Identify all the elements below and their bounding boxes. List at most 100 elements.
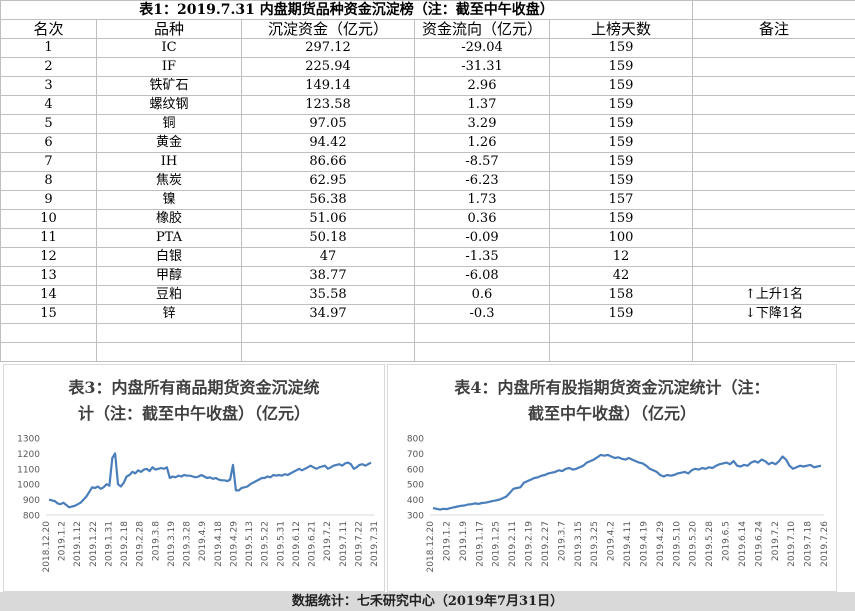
- funds-cell: 47: [241, 247, 415, 267]
- funds-cell: 62.95: [241, 171, 415, 191]
- variety-cell: 豆粕: [96, 285, 242, 305]
- remark-cell: [692, 190, 855, 210]
- x-tick-label: 2018.12.20: [42, 521, 52, 573]
- flow-cell: -8.57: [414, 152, 550, 172]
- rank-cell: 13: [0, 266, 97, 286]
- days-cell: 157: [548, 190, 694, 210]
- flow-cell: 1.26: [414, 133, 550, 153]
- y-tick-label: 300: [407, 512, 424, 522]
- remark-cell: [692, 152, 855, 172]
- remark-cell: [692, 133, 855, 153]
- y-tick-label: 1300: [17, 435, 40, 445]
- remark-text: 上升1名: [755, 287, 804, 302]
- variety-cell: 甲醇: [96, 266, 242, 286]
- table-row: 5 铜 97.05 3.29 159: [0, 114, 855, 134]
- header-days: 上榜天数: [548, 19, 694, 39]
- empty-cell: [96, 342, 242, 362]
- header-remark: 备注: [692, 19, 855, 39]
- x-tick-label: 2019.7.2: [771, 521, 781, 561]
- x-tick-label: 2019.5.20: [689, 521, 699, 567]
- commodity-chart-title-line1: 表3：内盘所有商品期货资金沉淀统: [68, 378, 320, 397]
- x-tick-label: 2019.4.29: [229, 521, 239, 567]
- funds-cell: 94.42: [241, 133, 415, 153]
- flow-cell: -1.35: [414, 247, 550, 267]
- x-tick-label: 2019.5.22: [261, 521, 271, 567]
- remark-cell: [692, 209, 855, 229]
- x-tick-label: 2018.12.20: [426, 521, 436, 573]
- x-tick-label: 2019.1.12: [73, 521, 83, 567]
- days-cell: 159: [548, 133, 694, 153]
- header-flow: 资金流向（亿元）: [414, 19, 550, 39]
- table-row: 15 锌 34.97 -0.3 159 ↓下降1名: [0, 304, 855, 324]
- days-cell: 159: [548, 209, 694, 229]
- y-tick-label: 1000: [17, 481, 40, 491]
- days-cell: 159: [548, 114, 694, 134]
- y-tick-label: 400: [407, 496, 424, 506]
- empty-cell: [0, 342, 97, 362]
- x-tick-label: 2019.4.29: [656, 521, 666, 567]
- x-tick-label: 2019.1.2: [58, 521, 68, 561]
- x-tick-label: 2019.5.28: [705, 521, 715, 567]
- table-title-blank: [692, 0, 855, 20]
- x-tick-label: 2019.1.2: [442, 521, 452, 561]
- index-line-chart: 300 400 500 600 700 800 2018.12.20 2019.1.2 2019…: [407, 435, 830, 573]
- remark-cell: [692, 95, 855, 115]
- funds-cell: 86.66: [241, 152, 415, 172]
- y-tick-label: 1200: [17, 450, 40, 460]
- empty-cell: [414, 323, 550, 343]
- x-tick-label: 2019.6.12: [292, 521, 302, 567]
- empty-row: [0, 323, 855, 343]
- days-cell: 100: [548, 228, 694, 248]
- table-row: 6 黄金 94.42 1.26 159: [0, 133, 855, 153]
- table-title-row: 表1：2019.7.31 内盘期货品种资金沉淀榜（注：截至中午收盘）: [0, 0, 855, 20]
- x-tick-label: 2019.5.31: [276, 521, 286, 567]
- table-header-row: 名次 品种 沉淀资金（亿元） 资金流向（亿元） 上榜天数 备注: [0, 19, 855, 39]
- commodity-chart-title: 表3：内盘所有商品期货资金沉淀统 计（注：截至中午收盘）（亿元）: [4, 375, 384, 427]
- x-tick-label: 2019.7.2: [323, 521, 333, 561]
- x-tick-label: 2019.4.11: [623, 521, 633, 567]
- table-title: 表1：2019.7.31 内盘期货品种资金沉淀榜（注：截至中午收盘）: [0, 0, 694, 20]
- x-tick-label: 2019.4.9: [198, 521, 208, 561]
- y-tick-label: 800: [407, 435, 424, 445]
- x-tick-label: 2019.3.28: [183, 521, 193, 567]
- ranking-table: 表1：2019.7.31 内盘期货品种资金沉淀榜（注：截至中午收盘） 名次 品种…: [0, 0, 855, 362]
- y-tick-label: 600: [407, 465, 424, 475]
- rank-cell: 2: [0, 57, 97, 77]
- flow-cell: 0.36: [414, 209, 550, 229]
- days-cell: 159: [548, 304, 694, 324]
- x-tick-label: 2019.2.18: [120, 521, 130, 567]
- empty-row: [0, 342, 855, 362]
- variety-cell: IC: [96, 38, 242, 58]
- remark-cell: [692, 171, 855, 191]
- funds-cell: 97.05: [241, 114, 415, 134]
- table-row: 3 铁矿石 149.14 2.96 159: [0, 76, 855, 96]
- table-row: 11 PTA 50.18 -0.09 100: [0, 228, 855, 248]
- flow-cell: 1.73: [414, 190, 550, 210]
- funds-cell: 149.14: [241, 76, 415, 96]
- variety-cell: 白银: [96, 247, 242, 267]
- funds-cell: 123.58: [241, 95, 415, 115]
- table-row: 8 焦炭 62.95 -6.23 159: [0, 171, 855, 191]
- variety-cell: 铜: [96, 114, 242, 134]
- y-tick-label: 1100: [17, 465, 40, 475]
- x-tick-label: 2019.6.5: [722, 521, 732, 561]
- table-row: 4 螺纹钢 123.58 1.37 159: [0, 95, 855, 115]
- variety-cell: IH: [96, 152, 242, 172]
- header-variety: 品种: [96, 19, 242, 39]
- series-line: [432, 453, 822, 511]
- index-chart-title: 表4：内盘所有股指期货资金沉淀统计（注： 截至中午收盘）（亿元）: [388, 375, 836, 427]
- variety-cell: 锌: [96, 304, 242, 324]
- table-row: 12 白银 47 -1.35 12: [0, 247, 855, 267]
- rank-cell: 7: [0, 152, 97, 172]
- variety-cell: 螺纹钢: [96, 95, 242, 115]
- flow-cell: -6.23: [414, 171, 550, 191]
- rank-cell: 11: [0, 228, 97, 248]
- x-tick-label: 2019.1.25: [492, 521, 502, 567]
- x-tick-label: 2019.7.11: [339, 521, 349, 567]
- flow-cell: -29.04: [414, 38, 550, 58]
- header-rank: 名次: [0, 19, 97, 39]
- days-cell: 42: [548, 266, 694, 286]
- x-tick-label: 2019.6.24: [754, 521, 764, 567]
- x-tick-label: 2019.4.18: [214, 521, 224, 567]
- x-tick-label: 2019.5.13: [245, 521, 255, 567]
